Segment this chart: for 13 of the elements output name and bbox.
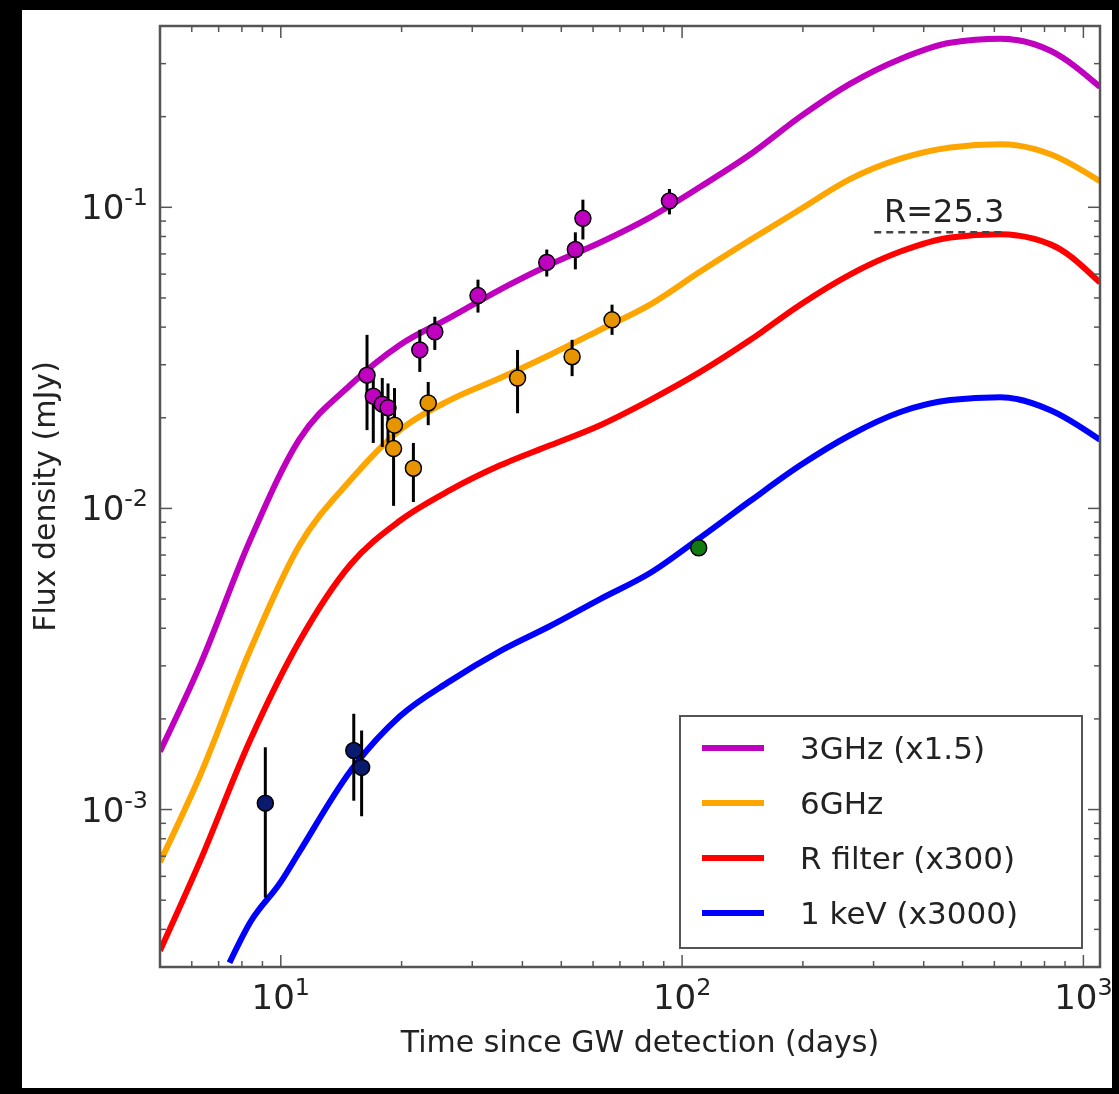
x-tick-label: 10$^{2}$: [652, 973, 712, 1017]
x-tick-label: 10$^{3}$: [1054, 973, 1113, 1017]
y-tick-label: 10$^{-2}$: [81, 484, 148, 529]
legend-label: 3GHz (x1.5): [800, 730, 986, 766]
legend-label: R filter (x300): [800, 840, 1016, 876]
x-tick-label: 10$^{1}$: [251, 973, 310, 1017]
y-tick-label: 10$^{-1}$: [81, 183, 148, 228]
legend-label: 6GHz: [800, 785, 884, 821]
y-axis-title: Flux density (mJy): [27, 361, 62, 632]
legend-label: 1 keV (x3000): [800, 895, 1018, 931]
x-axis-title: Time since GW detection (days): [399, 1024, 880, 1059]
y-tick-label: 10$^{-3}$: [81, 785, 148, 830]
annotation: R=25.3: [884, 192, 1005, 231]
